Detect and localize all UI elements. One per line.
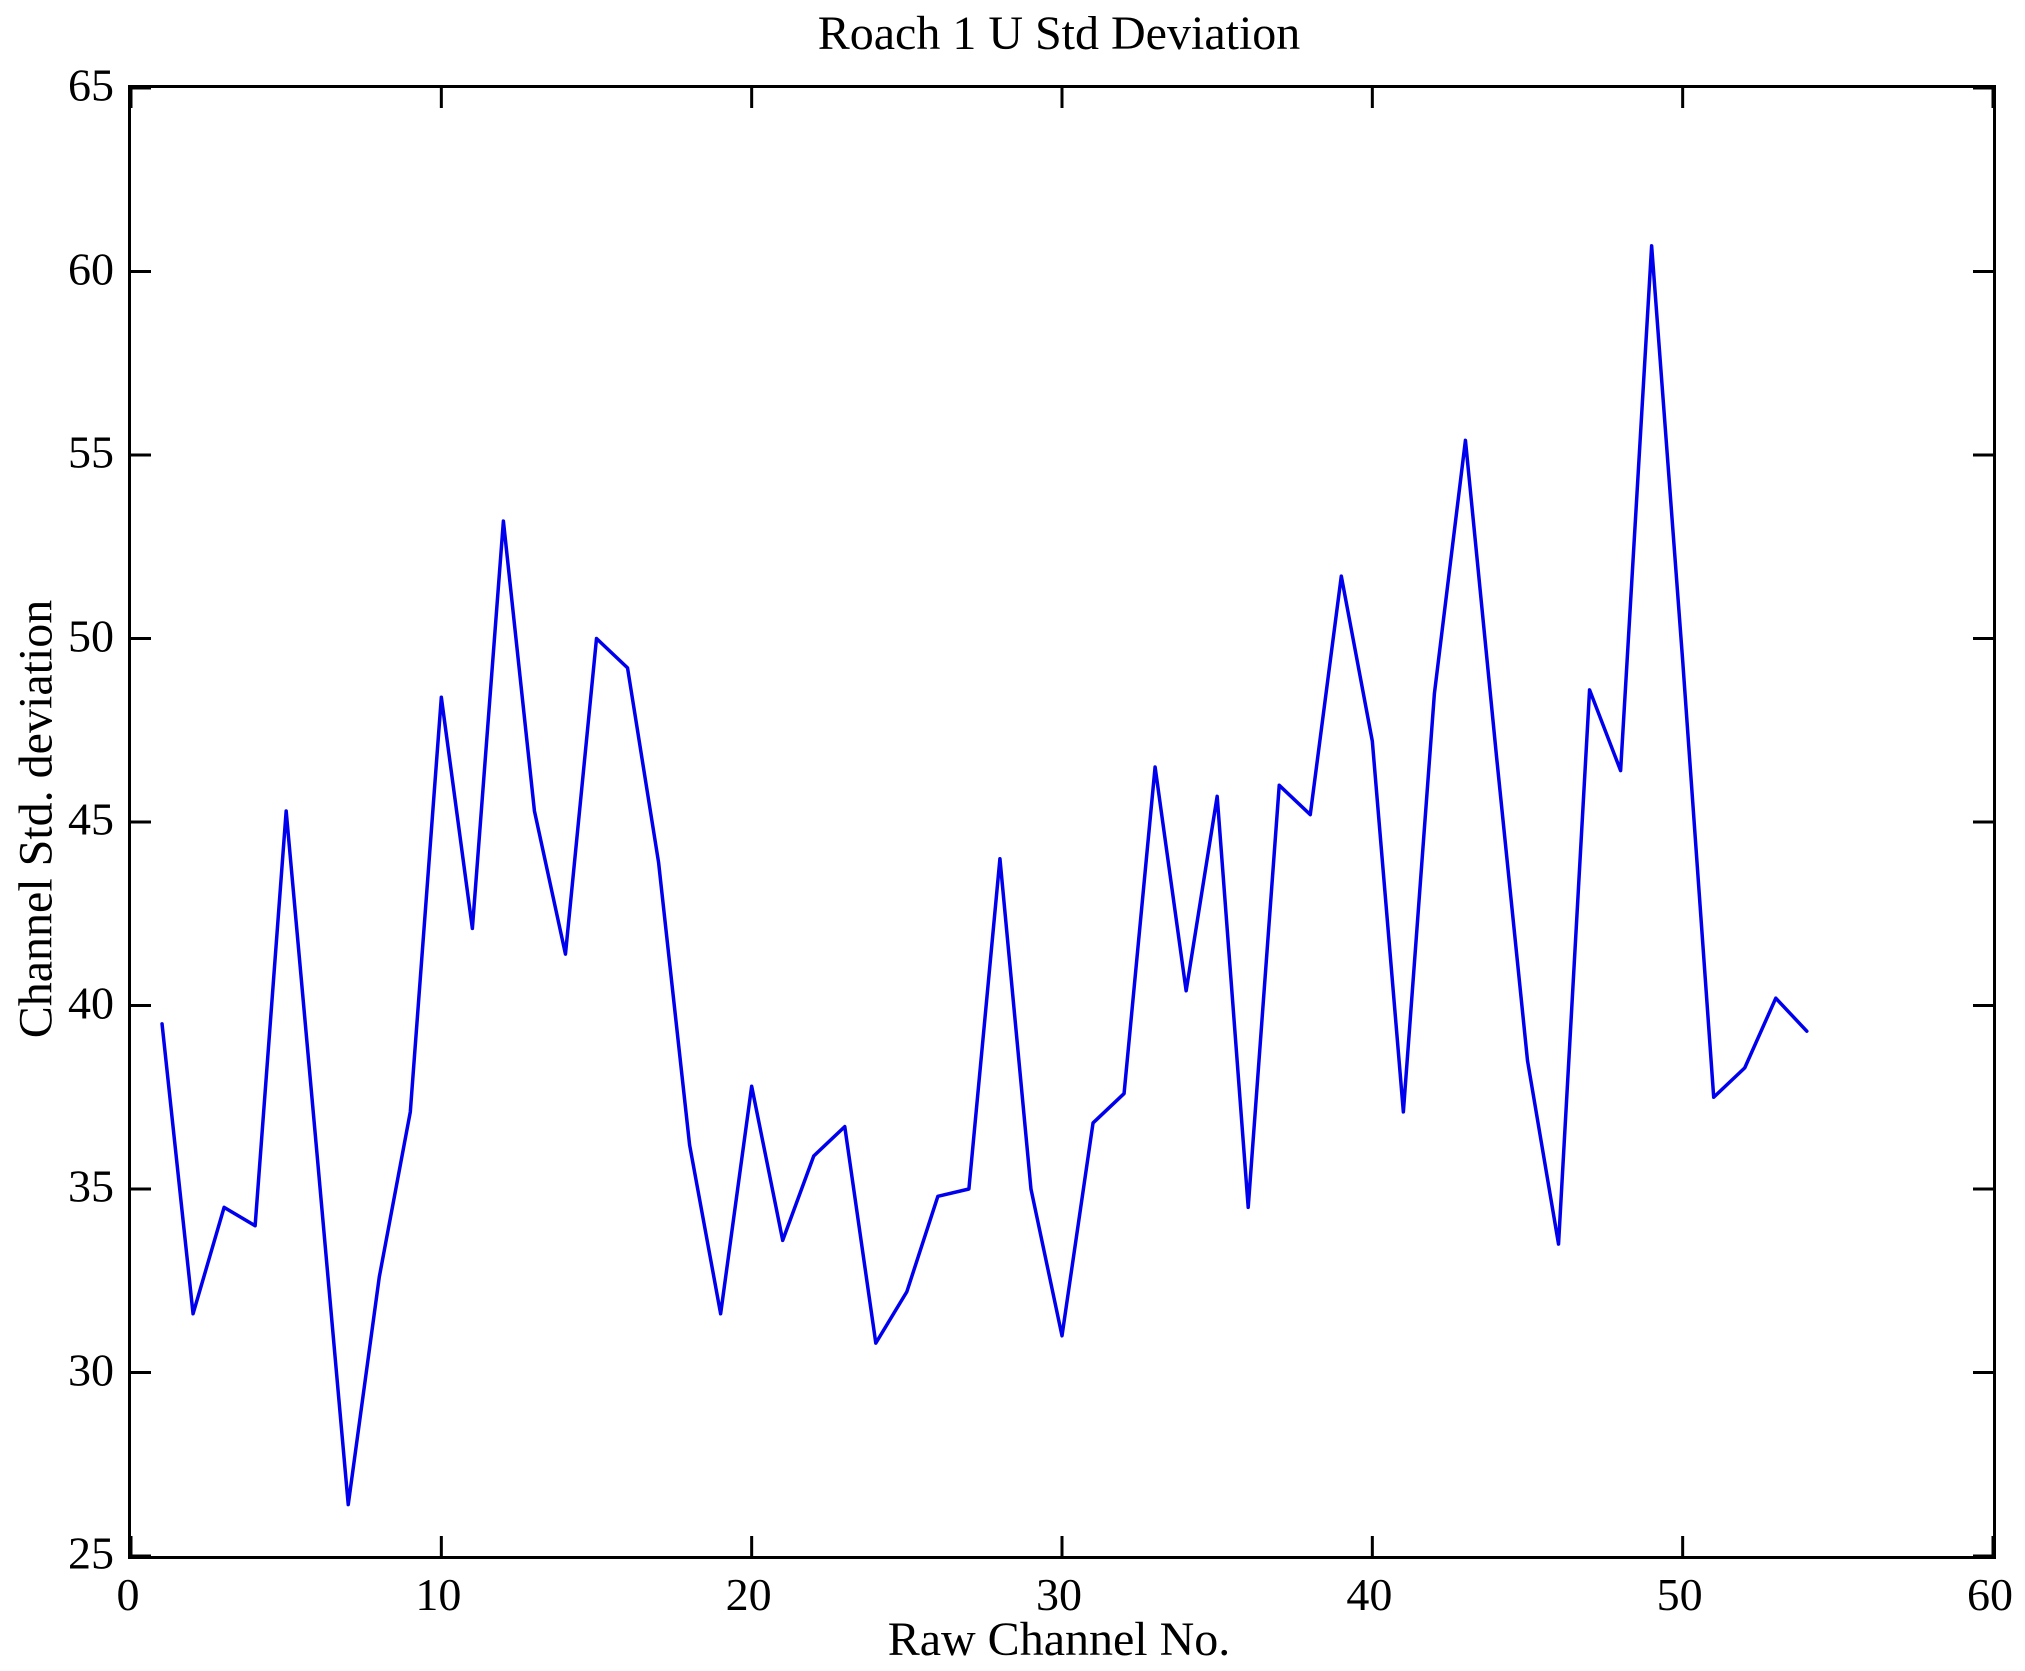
y-tick-label: 50	[68, 610, 114, 661]
y-axis-tick-labels: 25 30 35 40 45 50 55 60 65	[0, 60, 114, 1579]
y-tick-label: 40	[68, 977, 114, 1028]
y-tick-label: 45	[68, 793, 114, 845]
x-axis-label: Raw Channel No.	[887, 1613, 1231, 1666]
x-tick-label: 0	[116, 1569, 140, 1620]
x-tick-label: 40	[1346, 1569, 1393, 1620]
y-tick-label: 60	[68, 243, 114, 294]
x-tick-label: 60	[1967, 1569, 2013, 1620]
y-tick-label: 55	[68, 426, 114, 478]
y-axis-label: Channel Std. deviation	[9, 599, 63, 1039]
x-tick-label: 20	[725, 1569, 772, 1620]
line-chart-canvas	[131, 88, 1993, 1556]
x-tick-label: 30	[1036, 1569, 1082, 1620]
x-axis-tick-labels: 0 10 20 30 40 50 60	[117, 1568, 2014, 1624]
plot-area	[128, 85, 1996, 1559]
x-tick-label: 50	[1656, 1569, 1703, 1620]
chart-title: Roach 1 U Std Deviation	[817, 7, 1301, 60]
x-tick-label: 10	[415, 1569, 462, 1620]
y-tick-label: 25	[68, 1527, 114, 1579]
data-series-line	[160, 244, 1809, 1507]
y-tick-label: 65	[68, 59, 114, 111]
y-tick-label: 35	[68, 1160, 114, 1212]
y-tick-label: 30	[68, 1344, 114, 1395]
